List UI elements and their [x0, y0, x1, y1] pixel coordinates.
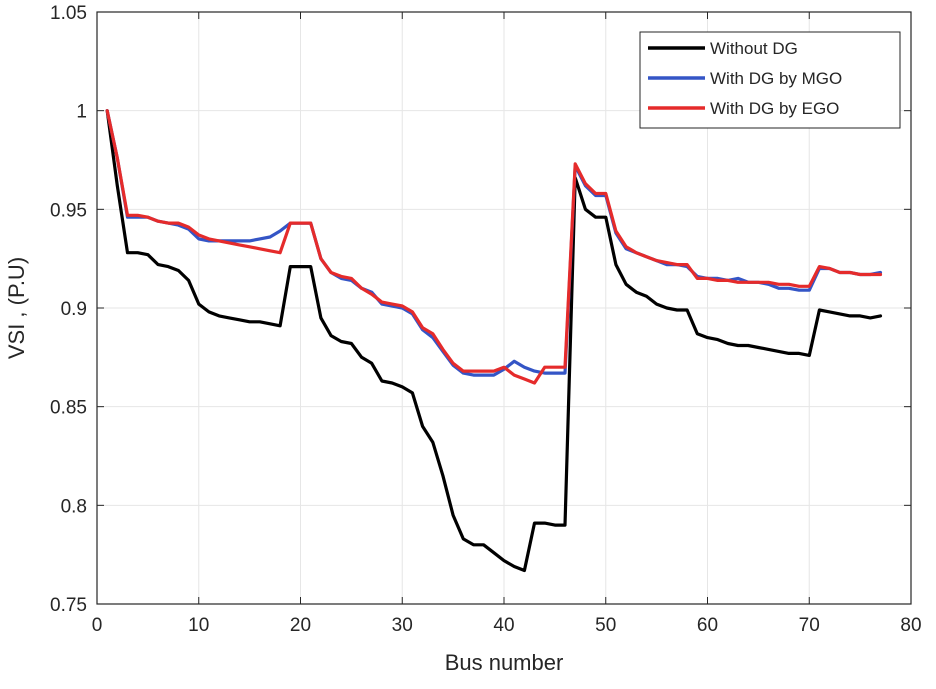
axis-ticks: 0 10 20 30 40 50 60 70 80 0.75 0.8 0.85 0.9 0.95 1 1.05	[50, 3, 922, 636]
x-tick-label: 40	[493, 615, 514, 636]
legend-label-with-dg-by-mgo: With DG by MGO	[710, 69, 842, 88]
x-tick-label: 60	[697, 615, 718, 636]
y-tick-label: 0.8	[61, 496, 87, 517]
x-tick-label: 0	[92, 615, 103, 636]
x-tick-label: 50	[595, 615, 616, 636]
legend-label-with-dg-by-ego: With DG by EGO	[710, 99, 839, 118]
y-tick-label: 1	[76, 102, 87, 123]
y-tick-label: 0.9	[61, 299, 87, 320]
y-tick-label: 0.75	[50, 595, 87, 616]
series-line-without-dg	[105, 109, 883, 573]
legend: Without DG With DG by MGO With DG by EGO	[639, 31, 901, 129]
x-tick-label: 70	[799, 615, 820, 636]
series-line-with-dg-by-ego	[105, 109, 883, 385]
y-tick-label: 0.95	[50, 200, 87, 221]
y-tick-label: 0.85	[50, 398, 87, 419]
x-tick-label: 20	[290, 615, 311, 636]
legend-label-without-dg: Without DG	[710, 39, 798, 58]
x-tick-label: 30	[392, 615, 413, 636]
x-axis-label: Bus number	[445, 650, 564, 675]
y-tick-label: 1.05	[50, 3, 87, 24]
series-lines	[105, 109, 883, 573]
x-tick-label: 10	[188, 615, 209, 636]
y-axis-label: VSI , (P.U)	[4, 257, 29, 359]
x-tick-label: 80	[900, 615, 921, 636]
